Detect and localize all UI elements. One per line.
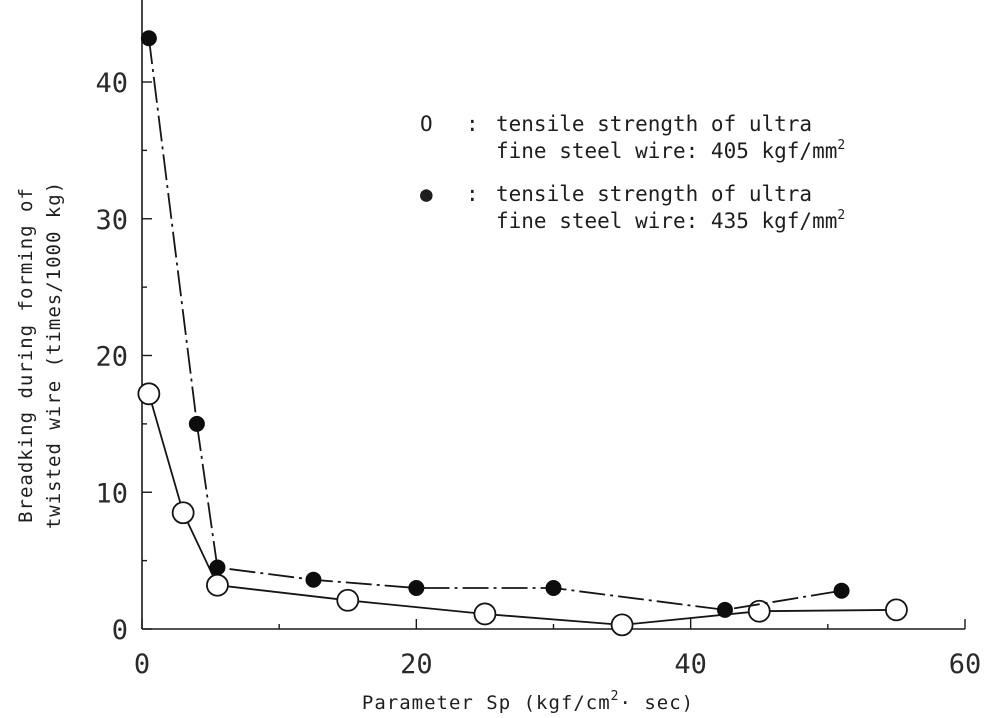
y-tick-label-20: 20 [95, 342, 128, 373]
legend-open-line2-sup: 2 [837, 138, 845, 153]
y-tick-label-30: 30 [95, 205, 128, 236]
x-tick-label-0: 0 [134, 649, 150, 680]
filled-point-0 [140, 30, 157, 47]
open-point-4 [473, 602, 497, 626]
filled-point-5 [545, 579, 562, 596]
filled-point-6 [716, 601, 733, 618]
y-axis-title: Breadking during forming of twisted wire… [15, 181, 65, 529]
legend: O : tensile strength of ultra fine steel… [420, 112, 845, 233]
open-series-line [148, 393, 897, 626]
y-tick-label-40: 40 [95, 68, 128, 99]
legend-open-line1: tensile strength of ultra [496, 112, 812, 136]
filled-point-4 [408, 579, 425, 596]
x-axis-title-sup: 2 [611, 689, 620, 704]
open-point-2 [206, 573, 229, 597]
legend-open-symbol: O [420, 112, 433, 136]
open-point-5 [610, 613, 634, 637]
x-tick-label-20: 20 [400, 649, 433, 680]
legend-open-line2-main: fine steel wire: 405 kgf/mm [496, 139, 837, 163]
x-ticks: 0 20 40 60 [134, 619, 981, 680]
open-point-0 [137, 382, 161, 406]
x-tick-label-40: 40 [674, 649, 707, 680]
series-open [137, 382, 908, 637]
legend-open-separator: : [466, 112, 479, 136]
legend-filled-line1: tensile strength of ultra [496, 182, 812, 206]
x-axis-title-main: Parameter Sp (kgf/cm [362, 692, 611, 714]
y-axis-title-line1: Breadking during forming of [15, 187, 37, 523]
y-tick-label-10: 10 [95, 478, 128, 509]
open-point-1 [171, 501, 195, 525]
filled-series-line [148, 38, 842, 611]
legend-filled-line2-sup: 2 [837, 208, 845, 223]
x-axis-title: Parameter Sp (kgf/cm2· sec) [362, 689, 694, 714]
legend-open-line2: fine steel wire: 405 kgf/mm2 [496, 138, 845, 163]
filled-point-3 [305, 571, 322, 588]
legend-filled-line2: fine steel wire: 435 kgf/mm2 [496, 208, 845, 233]
legend-filled-symbol: ● [420, 182, 433, 206]
x-tick-label-60: 60 [949, 649, 982, 680]
open-point-3 [336, 588, 360, 612]
legend-filled-separator: : [466, 182, 479, 206]
y-ticks: 0 10 20 30 40 [95, 68, 152, 646]
y-axis-title-line2: twisted wire (times/1000 kg) [43, 181, 65, 529]
filled-point-1 [188, 415, 205, 432]
x-axis-title-suffix: · sec) [619, 692, 694, 714]
filled-point-7 [833, 582, 850, 599]
legend-filled-line2-main: fine steel wire: 435 kgf/mm [496, 209, 837, 233]
open-point-7 [885, 598, 908, 622]
y-tick-label-0: 0 [112, 615, 128, 646]
filled-point-2 [209, 559, 226, 576]
series-filled [140, 30, 850, 618]
